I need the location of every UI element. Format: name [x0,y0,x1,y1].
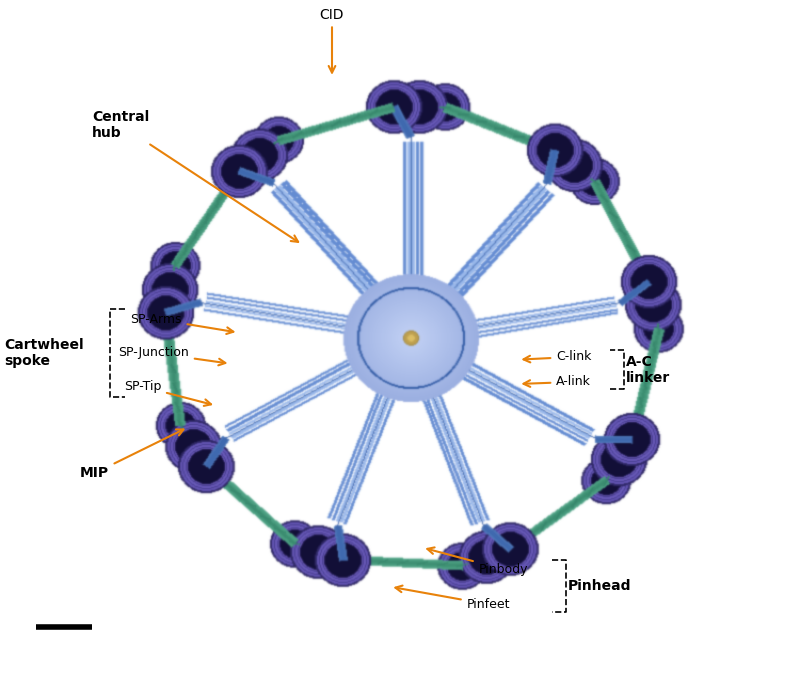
Text: CID: CID [320,7,344,72]
Text: Pinbody: Pinbody [427,548,528,576]
Text: SP-Tip: SP-Tip [124,380,211,406]
Text: Pinfeet: Pinfeet [395,585,510,611]
Text: Central
hub: Central hub [92,110,298,242]
Text: MIP: MIP [80,429,183,480]
Text: SP-Arms: SP-Arms [130,312,234,334]
Text: Cartwheel
spoke: Cartwheel spoke [4,338,84,368]
Text: SP-Junction: SP-Junction [118,346,226,365]
Text: Pinhead: Pinhead [568,579,631,593]
Text: C-link: C-link [523,350,591,364]
Text: A-link: A-link [523,375,591,389]
Text: A-C
linker: A-C linker [626,355,670,385]
